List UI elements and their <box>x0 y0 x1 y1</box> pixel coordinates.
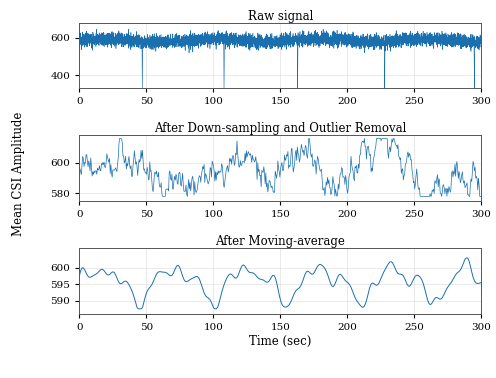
Title: After Moving-average: After Moving-average <box>215 235 345 248</box>
Title: After Down-sampling and Outlier Removal: After Down-sampling and Outlier Removal <box>154 122 406 135</box>
X-axis label: Time (sec): Time (sec) <box>249 335 311 347</box>
Title: Raw signal: Raw signal <box>248 10 313 23</box>
Text: Mean CSI Amplitude: Mean CSI Amplitude <box>12 112 25 236</box>
